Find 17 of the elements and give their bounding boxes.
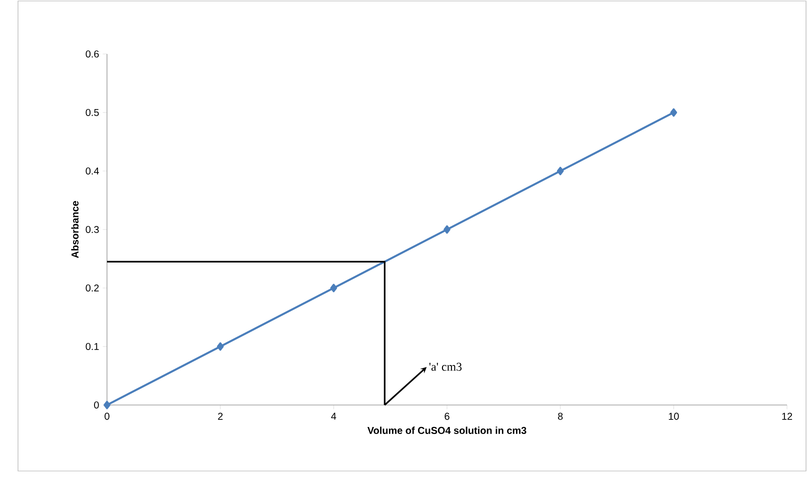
x-tick-label: 6: [444, 412, 450, 420]
y-tick-label: 0.2: [86, 284, 99, 292]
y-tick-label: 0.3: [86, 226, 99, 234]
y-axis-title: Absorbance: [71, 201, 79, 258]
x-tick-label: 2: [218, 412, 223, 420]
y-tick-label: 0.5: [86, 108, 99, 116]
x-tick-label: 0: [104, 412, 110, 420]
x-tick-label: 8: [558, 412, 563, 420]
y-tick-label: 0.6: [86, 50, 99, 58]
x-tick-label: 10: [668, 412, 679, 420]
y-tick-label: 0: [94, 401, 99, 409]
y-tick-label: 0.4: [86, 167, 99, 175]
y-tick-label: 0.1: [86, 342, 99, 350]
annotation: 'a' cm3: [429, 362, 462, 371]
x-axis-title: Volume of CuSO4 solution in cm3: [367, 426, 526, 434]
x-tick-label: 4: [331, 412, 336, 420]
x-tick-label: 12: [782, 412, 792, 420]
